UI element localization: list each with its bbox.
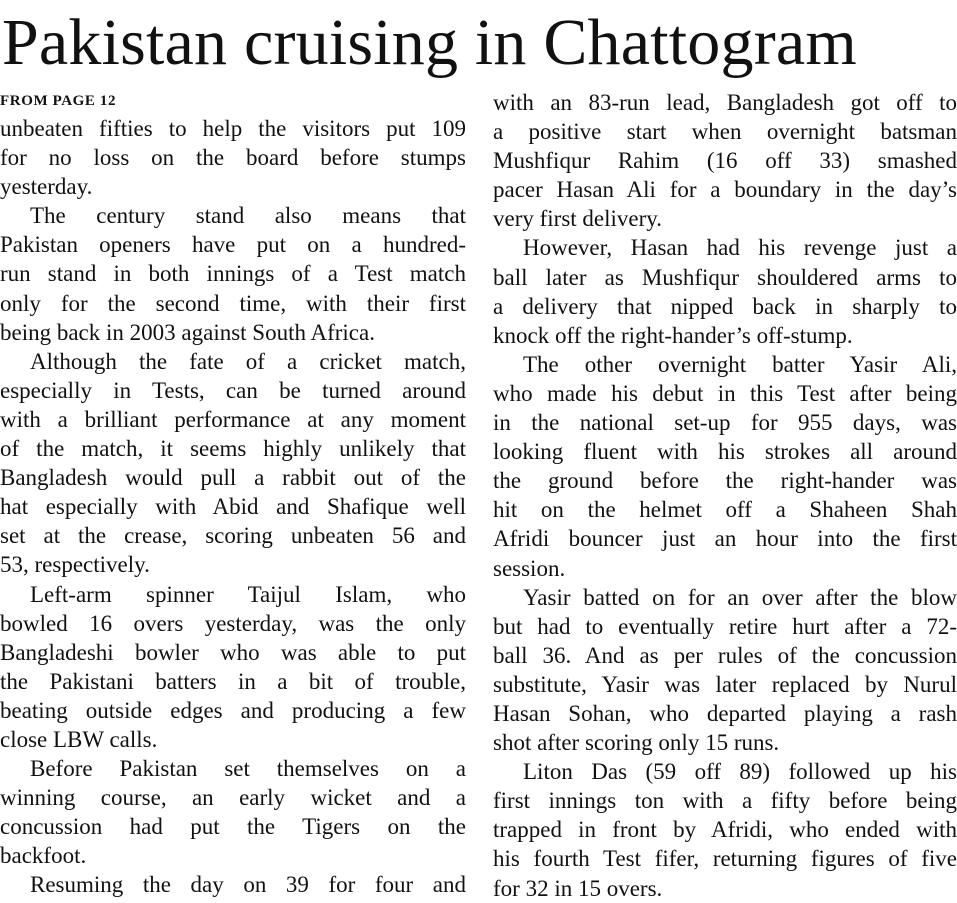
paragraph: Resuming the day on 39 for four and (0, 870, 466, 899)
text-line: set at the crease, scoring unbeaten 56 a… (0, 523, 466, 549)
text-line: only for the second time, with their fir… (0, 290, 466, 316)
text-line: Mushfiqur Rahim (16 off 33) smashed (493, 148, 957, 174)
paragraph: Before Pakistan set themselves on a winni… (0, 754, 466, 870)
text-line: but had to eventually retire hurt after … (493, 613, 957, 639)
text-line: with a brilliant performance at any mome… (0, 406, 466, 432)
text-line: his fourth Test fifer, returning figures… (493, 846, 957, 872)
text-line: a positive start when overnight batsman (493, 119, 957, 145)
headline: Pakistan cruising in Chattogram (2, 6, 857, 79)
text-line: Bangladesh would pull a rabbit out of th… (0, 465, 466, 491)
text-line: very first delivery. (493, 206, 663, 232)
text-line: session. (493, 555, 566, 581)
article-column-right: with an 83-run lead, Bangladesh got off … (493, 88, 957, 903)
text-line: especially in Tests, can be turned aroun… (0, 377, 466, 403)
text-line: yesterday. (0, 174, 93, 200)
text-line: looking fluent with his strokes all arou… (493, 439, 957, 465)
text-line: with an 83-run lead, Bangladesh got off … (493, 90, 957, 115)
text-line: shot after scoring only 15 runs. (493, 730, 780, 756)
text-line: Afridi bouncer just an hour into the fir… (493, 526, 957, 552)
text-line: Resuming the day on 39 for four and (30, 872, 466, 898)
paragraph: Yasir batted on for an over after the bl… (493, 583, 957, 758)
text-line: Although the fate of a cricket match, (30, 348, 466, 374)
text-line: unbeaten fifties to help the visitors pu… (0, 116, 466, 141)
article-column-left: FROM PAGE 12 unbeaten fifties to help th… (0, 88, 466, 900)
text-line: backfoot. (0, 843, 87, 869)
text-line: Hasan Sohan, who departed playing a rash (493, 700, 957, 726)
text-line: for no loss on the board before stumps (0, 145, 466, 171)
paragraph: The other overnight batter Yasir Ali, who… (493, 350, 957, 583)
text-line: trapped in front by Afridi, who ended wi… (493, 817, 957, 843)
paragraph: with an 83-run lead, Bangladesh got off … (493, 88, 957, 233)
text-line: Pakistan openers have put on a hundred- (0, 232, 466, 258)
text-line: hat especially with Abid and Shafique we… (0, 494, 466, 520)
jump-line: FROM PAGE 12 (0, 93, 117, 109)
text-line: knock off the right-hander’s off-stump. (493, 322, 853, 348)
text-line: a delivery that nipped back in sharply t… (493, 293, 957, 319)
text-line: 53, respectively. (0, 552, 150, 578)
text-line: Bangladeshi bowler who was able to put (0, 639, 466, 665)
paragraph: Although the fate of a cricket match, esp… (0, 347, 466, 580)
text-line: beating outside edges and producing a fe… (0, 697, 466, 723)
text-line: of the match, it seems highly unlikely t… (0, 436, 466, 462)
paragraph: Left-arm spinner Taijul Islam, who bowled… (0, 580, 466, 755)
text-line: first innings ton with a fifty before be… (493, 788, 957, 814)
text-line: However, Hasan had his revenge just a (523, 235, 957, 261)
column-body: unbeaten fifties to help the visitors pu… (0, 114, 466, 900)
text-line: the ground before the right-hander was (493, 468, 957, 494)
text-line: ball later as Mushfiqur shouldered arms … (493, 264, 957, 290)
text-line: Before Pakistan set themselves on a (30, 756, 466, 782)
text-line: ball 36. And as per rules of the concuss… (493, 642, 957, 668)
text-line: in the national set-up for 955 days, was (493, 410, 957, 436)
text-line: close LBW calls. (0, 726, 158, 752)
text-line: bowled 16 overs yesterday, was the only (0, 610, 466, 636)
text-line: the Pakistani batters in a bit of troubl… (0, 668, 466, 694)
text-line: for 32 in 15 overs. (493, 875, 663, 901)
text-line: winning course, an early wicket and a (0, 785, 466, 811)
text-line: pacer Hasan Ali for a boundary in the da… (493, 177, 957, 203)
text-line: concussion had put the Tigers on the (0, 814, 466, 840)
text-line: The other overnight batter Yasir Ali, (523, 351, 957, 377)
column-body: with an 83-run lead, Bangladesh got off … (493, 88, 957, 903)
text-line: being back in 2003 against South Africa. (0, 319, 375, 345)
text-line: Liton Das (59 off 89) followed up his (523, 759, 957, 785)
paragraph: The century stand also means that Pakista… (0, 201, 466, 346)
text-line: run stand in both innings of a Test matc… (0, 261, 466, 287)
text-line: who made his debut in this Test after be… (493, 380, 957, 406)
text-line: substitute, Yasir was later replaced by … (493, 671, 957, 697)
text-line: hit on the helmet off a Shaheen Shah (493, 497, 957, 523)
paragraph: unbeaten fifties to help the visitors pu… (0, 114, 466, 201)
text-line: The century stand also means that (30, 203, 466, 229)
paragraph: Liton Das (59 off 89) followed up his fir… (493, 757, 957, 902)
text-line: Left-arm spinner Taijul Islam, who (30, 581, 466, 607)
text-line: Yasir batted on for an over after the bl… (523, 584, 957, 610)
paragraph: However, Hasan had his revenge just a bal… (493, 233, 957, 349)
